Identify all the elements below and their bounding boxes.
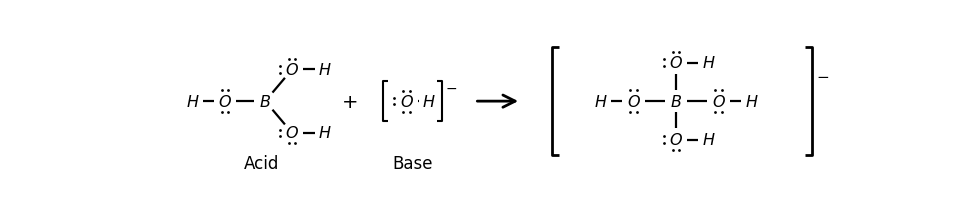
Text: H: H (423, 94, 435, 109)
Text: H: H (186, 94, 198, 109)
Text: O: O (218, 94, 231, 109)
Text: H: H (595, 94, 606, 109)
Text: O: O (670, 133, 682, 147)
Text: B: B (259, 94, 271, 109)
Text: O: O (627, 94, 640, 109)
Text: O: O (670, 56, 682, 71)
Text: Acid: Acid (244, 154, 279, 172)
Text: +: + (342, 92, 359, 111)
Text: O: O (286, 62, 298, 77)
Text: Base: Base (392, 154, 433, 172)
Text: O: O (400, 94, 412, 109)
Text: H: H (703, 56, 715, 71)
Text: H: H (319, 62, 331, 77)
Text: B: B (671, 94, 682, 109)
Text: H: H (703, 133, 715, 147)
Text: H: H (745, 94, 758, 109)
Text: O: O (713, 94, 725, 109)
Text: O: O (286, 126, 298, 141)
Text: $\mathsf{-}$: $\mathsf{-}$ (445, 81, 457, 95)
Text: $\mathsf{-}$: $\mathsf{-}$ (815, 67, 829, 82)
Text: H: H (319, 126, 331, 141)
